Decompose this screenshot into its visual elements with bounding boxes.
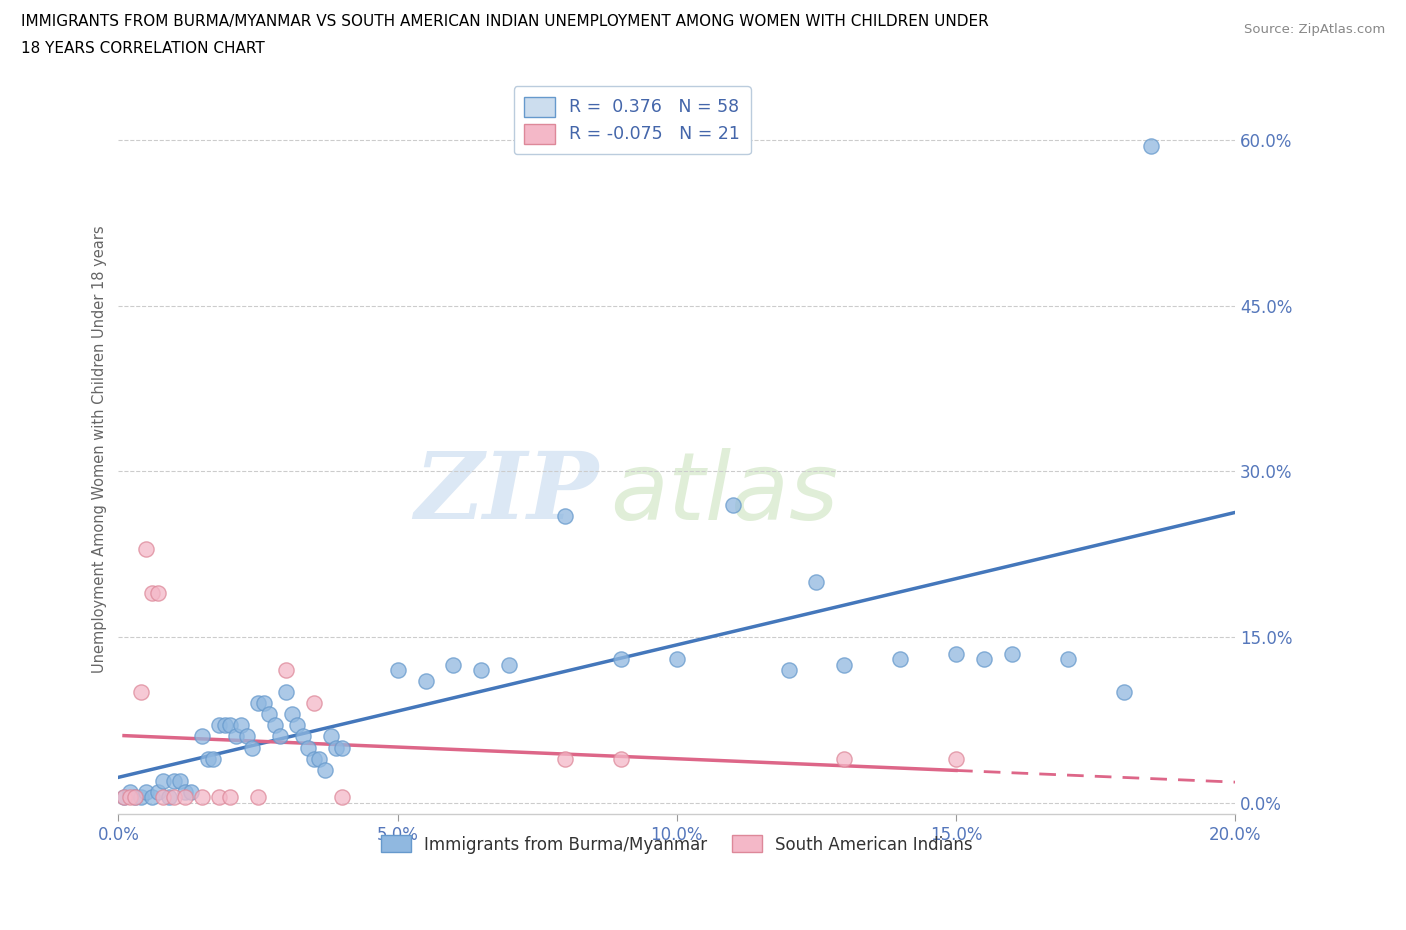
- Point: [274, 663, 297, 678]
- Point: [302, 696, 325, 711]
- Point: [163, 773, 186, 788]
- Point: [231, 718, 253, 733]
- Point: [945, 751, 967, 766]
- Point: [1140, 138, 1163, 153]
- Legend: Immigrants from Burma/Myanmar, South American Indians: Immigrants from Burma/Myanmar, South Ame…: [374, 829, 980, 860]
- Point: [118, 784, 141, 799]
- Point: [1112, 684, 1135, 699]
- Point: [135, 784, 157, 799]
- Point: [174, 790, 197, 804]
- Point: [443, 658, 465, 672]
- Point: [778, 663, 800, 678]
- Point: [236, 729, 259, 744]
- Point: [141, 586, 163, 601]
- Point: [325, 740, 347, 755]
- Point: [610, 652, 633, 667]
- Point: [610, 751, 633, 766]
- Point: [263, 718, 285, 733]
- Point: [146, 586, 169, 601]
- Text: 18 YEARS CORRELATION CHART: 18 YEARS CORRELATION CHART: [21, 41, 264, 56]
- Text: IMMIGRANTS FROM BURMA/MYANMAR VS SOUTH AMERICAN INDIAN UNEMPLOYMENT AMONG WOMEN : IMMIGRANTS FROM BURMA/MYANMAR VS SOUTH A…: [21, 14, 988, 29]
- Point: [141, 790, 163, 804]
- Point: [146, 784, 169, 799]
- Point: [257, 707, 280, 722]
- Point: [285, 718, 308, 733]
- Text: atlas: atlas: [610, 447, 838, 538]
- Point: [214, 718, 236, 733]
- Point: [665, 652, 688, 667]
- Point: [1001, 646, 1024, 661]
- Point: [124, 790, 146, 804]
- Point: [274, 684, 297, 699]
- Point: [208, 718, 231, 733]
- Point: [112, 790, 135, 804]
- Point: [554, 508, 576, 523]
- Text: Source: ZipAtlas.com: Source: ZipAtlas.com: [1244, 23, 1385, 36]
- Point: [219, 718, 242, 733]
- Point: [1056, 652, 1078, 667]
- Point: [297, 740, 319, 755]
- Point: [302, 751, 325, 766]
- Point: [308, 751, 330, 766]
- Point: [157, 790, 180, 804]
- Point: [415, 674, 437, 689]
- Point: [208, 790, 231, 804]
- Point: [387, 663, 409, 678]
- Point: [129, 790, 152, 804]
- Point: [169, 773, 191, 788]
- Y-axis label: Unemployment Among Women with Children Under 18 years: Unemployment Among Women with Children U…: [93, 225, 107, 673]
- Point: [112, 790, 135, 804]
- Point: [129, 684, 152, 699]
- Point: [124, 790, 146, 804]
- Point: [225, 729, 247, 744]
- Point: [252, 696, 274, 711]
- Point: [806, 575, 828, 590]
- Point: [834, 658, 856, 672]
- Point: [180, 784, 202, 799]
- Point: [247, 790, 270, 804]
- Point: [554, 751, 576, 766]
- Text: ZIP: ZIP: [415, 448, 599, 538]
- Point: [721, 497, 744, 512]
- Point: [973, 652, 995, 667]
- Point: [330, 790, 353, 804]
- Point: [280, 707, 302, 722]
- Point: [118, 790, 141, 804]
- Point: [191, 729, 214, 744]
- Point: [314, 763, 336, 777]
- Point: [152, 790, 174, 804]
- Point: [163, 790, 186, 804]
- Point: [174, 784, 197, 799]
- Point: [834, 751, 856, 766]
- Point: [498, 658, 520, 672]
- Point: [291, 729, 314, 744]
- Point: [152, 773, 174, 788]
- Point: [135, 541, 157, 556]
- Point: [889, 652, 911, 667]
- Point: [330, 740, 353, 755]
- Point: [470, 663, 492, 678]
- Point: [242, 740, 264, 755]
- Point: [219, 790, 242, 804]
- Point: [197, 751, 219, 766]
- Point: [191, 790, 214, 804]
- Point: [319, 729, 342, 744]
- Point: [269, 729, 291, 744]
- Point: [247, 696, 270, 711]
- Point: [945, 646, 967, 661]
- Point: [202, 751, 225, 766]
